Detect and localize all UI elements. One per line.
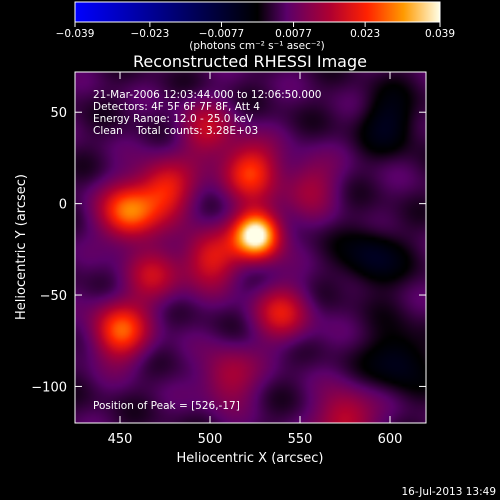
annotation-energy: Energy Range: 12.0 - 25.0 keV [93, 113, 254, 125]
chart-title: Reconstructed RHESSI Image [133, 52, 367, 71]
colorbar-tick-label: 0.0077 [275, 28, 312, 40]
x-tick-label: 500 [198, 432, 223, 447]
annotation-clean: Clean Total counts: 3.28E+03 [93, 125, 258, 137]
x-axis-label: Heliocentric X (arcsec) [177, 451, 324, 466]
annotation-time: 21-Mar-2006 12:03:44.000 to 12:06:50.000 [93, 89, 321, 101]
annotation-detectors: Detectors: 4F 5F 6F 7F 8F, Att 4 [93, 101, 260, 113]
plot-area: 450 500 550 600 −100 −50 0 50 [31, 71, 427, 447]
colorbar-tick-label: −0.0077 [199, 28, 245, 40]
colorbar-unit-label: (photons cm⁻² s⁻¹ asec⁻²) [189, 40, 324, 52]
colorbar-tick-label: −0.023 [130, 28, 169, 40]
annotation-peak: Position of Peak = [526,-17] [93, 400, 240, 412]
x-tick-label: 550 [288, 432, 313, 447]
y-tick-label: −100 [31, 380, 67, 395]
footer-timestamp: 16-Jul-2013 13:49 [401, 486, 496, 498]
annotations: 21-Mar-2006 12:03:44.000 to 12:06:50.000… [93, 89, 321, 412]
colorbar-tick-label: −0.039 [56, 28, 95, 40]
y-tick-label: −50 [40, 289, 67, 304]
x-tick-label: 450 [108, 432, 133, 447]
colorbar-gradient [74, 1, 441, 23]
colorbar: −0.039 −0.023 −0.0077 0.0077 0.023 0.039 (pho… [56, 1, 455, 52]
colorbar-tick-label: 0.039 [425, 28, 455, 40]
y-tick-label: 50 [50, 106, 67, 121]
y-tick-label: 0 [59, 198, 67, 213]
y-axis-label: Heliocentric Y (arcsec) [14, 174, 29, 320]
x-tick-label: 600 [378, 432, 403, 447]
plot-frame [74, 71, 427, 424]
colorbar-tick-label: 0.023 [350, 28, 380, 40]
heatmap-image [75, 72, 426, 423]
